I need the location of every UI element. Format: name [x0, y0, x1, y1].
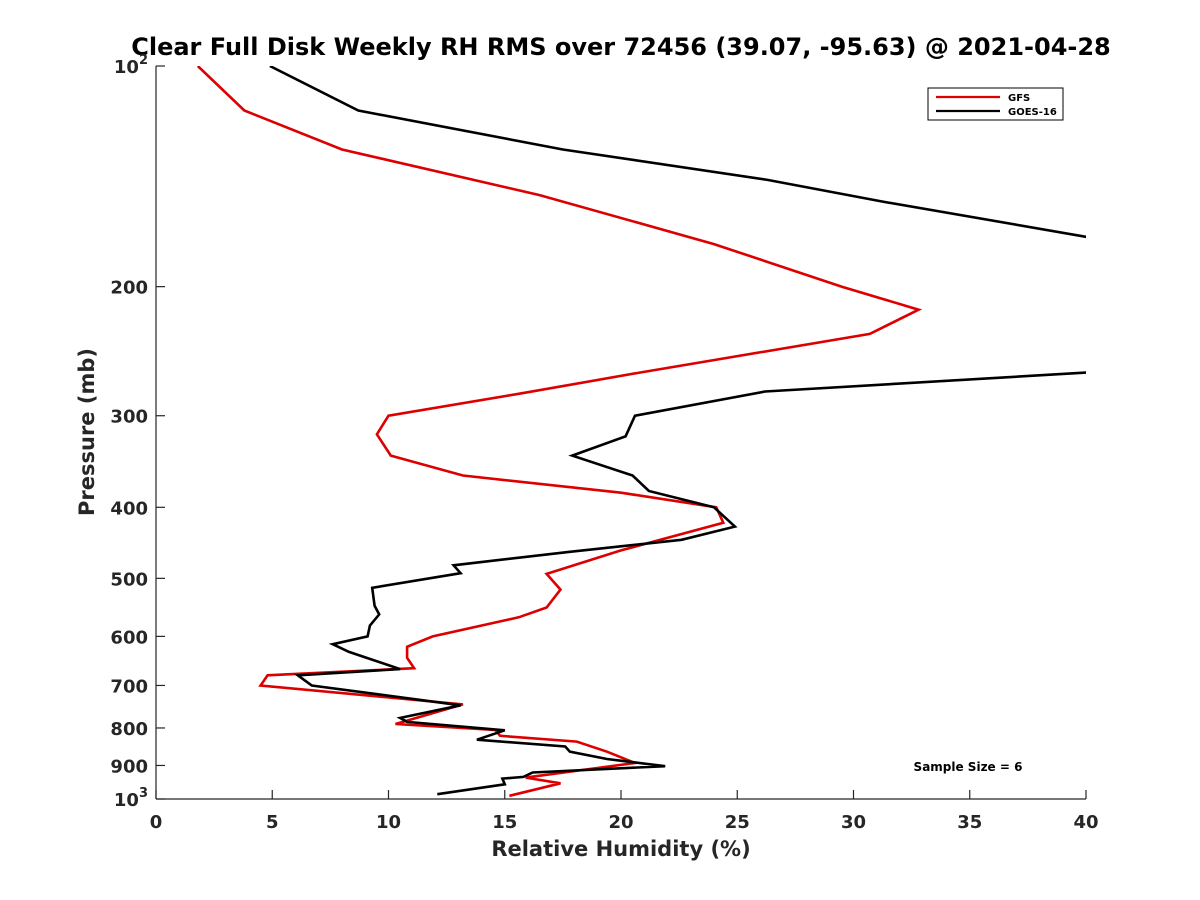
y-tick-label: 600 — [110, 627, 148, 648]
y-tick-label-base: 10 — [114, 57, 139, 78]
y-tick-label: 500 — [110, 569, 148, 590]
y-tick-label: 400 — [110, 498, 148, 519]
y-tick-label-base: 400 — [110, 498, 148, 519]
series-layer — [196, 66, 1086, 798]
y-tick-label-base: 700 — [110, 676, 148, 697]
y-tick-label-exponent: 2 — [139, 53, 148, 68]
chart-title: Clear Full Disk Weekly RH RMS over 72456… — [131, 33, 1111, 61]
x-axis-ticks: 0 5 10 15 20 25 30 35 40 — [150, 790, 1099, 833]
y-tick-label: 800 — [110, 719, 148, 740]
legend-box — [927, 87, 1064, 121]
y-tick-label-base: 300 — [110, 407, 148, 428]
y-tick-label: 200 — [110, 278, 148, 299]
y-tick-label-exponent: 3 — [139, 786, 148, 801]
x-axis-label: Relative Humidity (%) — [491, 837, 750, 861]
y-tick-label: 300 — [110, 407, 148, 428]
series-line-gfs — [196, 66, 923, 798]
x-tick-label: 5 — [266, 812, 279, 833]
x-tick-label: 40 — [1073, 812, 1098, 833]
y-tick-label: 102 — [114, 53, 148, 78]
y-axis-label: Pressure (mb) — [75, 348, 99, 516]
y-tick-label-base: 800 — [110, 719, 148, 740]
x-tick-label: 35 — [957, 812, 982, 833]
legend-label-gfs: GFS — [1008, 93, 1030, 104]
y-tick-label-base: 200 — [110, 278, 148, 299]
x-tick-label: 0 — [150, 812, 163, 833]
y-tick-label: 900 — [110, 756, 148, 777]
y-tick-label-base: 900 — [110, 756, 148, 777]
x-tick-label: 15 — [492, 812, 517, 833]
y-tick-label-base: 500 — [110, 569, 148, 590]
x-tick-label: 10 — [376, 812, 401, 833]
x-tick-label: 30 — [841, 812, 866, 833]
sample-size-annotation: Sample Size = 6 — [914, 760, 1023, 774]
legend: GFS GOES-16 — [927, 87, 1064, 121]
series-line-goes-16 — [269, 66, 1086, 796]
x-tick-label: 20 — [608, 812, 633, 833]
y-tick-label: 103 — [114, 786, 148, 811]
x-tick-label: 25 — [725, 812, 750, 833]
y-tick-label-base: 10 — [114, 790, 139, 811]
legend-label-goes-16: GOES-16 — [1008, 107, 1057, 118]
y-tick-label: 700 — [110, 676, 148, 697]
plot-area — [156, 66, 1086, 799]
y-tick-label-base: 600 — [110, 627, 148, 648]
